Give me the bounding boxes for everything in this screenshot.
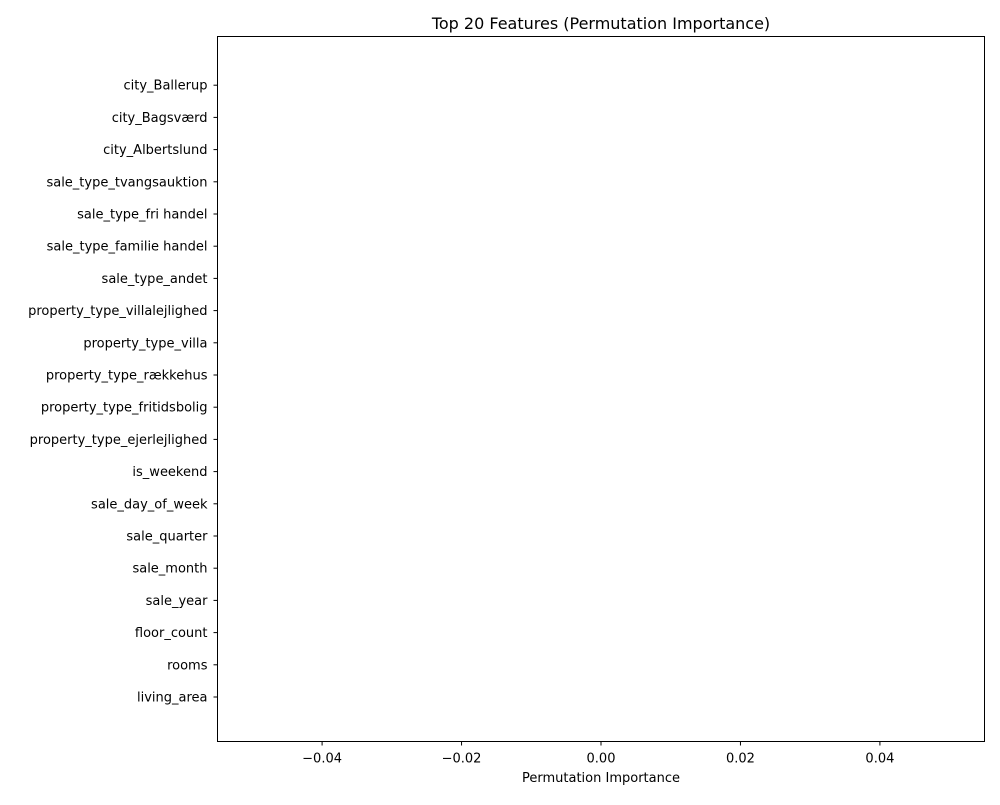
y-tick-label: property_type_villalejlighed: [28, 304, 207, 319]
y-tick-label: sale_month: [132, 562, 207, 577]
x-tick-label: −0.04: [302, 752, 342, 767]
y-axis-ticks: living_area rooms floor_count sale_year sale…: [28, 79, 218, 706]
y-tick-label: property_type_villa: [83, 336, 207, 351]
y-tick-label: city_Ballerup: [124, 79, 208, 94]
plot-frame: [217, 36, 985, 742]
y-tick-label: sale_day_of_week: [91, 497, 208, 512]
y-tick-label: sale_year: [146, 594, 209, 609]
y-tick-label: property_type_fritidsbolig: [41, 401, 208, 416]
y-tick-label: city_Albertslund: [103, 143, 207, 158]
x-axis-ticks: −0.04 −0.02 0.00 0.02 0.04: [302, 741, 894, 767]
y-tick-label: property_type_ejerlejlighed: [30, 433, 208, 448]
y-tick-label: sale_type_tvangsauktion: [46, 175, 207, 190]
x-tick-label: 0.04: [865, 752, 894, 767]
y-tick-label: living_area: [137, 691, 208, 706]
y-tick-label: sale_type_familie handel: [47, 240, 208, 255]
y-tick-label: floor_count: [135, 626, 208, 641]
y-tick-label: city_Bagsværd: [112, 111, 208, 126]
y-tick-label: rooms: [167, 658, 208, 673]
x-tick-label: 0.00: [587, 752, 616, 767]
x-axis-label: Permutation Importance: [522, 771, 680, 786]
y-tick-label: sale_quarter: [126, 530, 208, 545]
x-tick-label: 0.02: [726, 752, 755, 767]
y-tick-label: sale_type_andet: [102, 272, 208, 287]
chart-title: Top 20 Features (Permutation Importance): [431, 14, 770, 33]
y-tick-label: property_type_rækkehus: [46, 369, 208, 384]
y-tick-label: sale_type_fri handel: [77, 208, 207, 223]
y-tick-label: is_weekend: [132, 465, 207, 480]
x-tick-label: −0.02: [442, 752, 482, 767]
